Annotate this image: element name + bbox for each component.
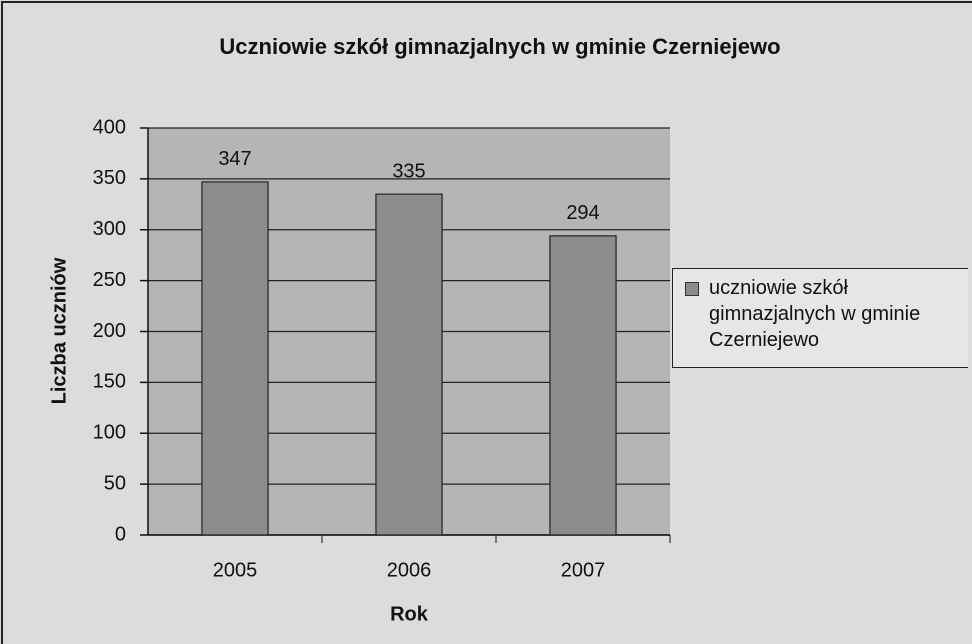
bar	[201, 181, 269, 536]
y-tick-label: 100	[93, 422, 126, 444]
y-tick-label: 300	[93, 218, 126, 240]
x-tick-label: 2006	[387, 559, 432, 581]
y-tick-label: 50	[104, 472, 126, 494]
bar	[549, 235, 617, 536]
x-tick-label: 2007	[561, 559, 606, 581]
bar	[375, 193, 443, 536]
x-axis-label: Rok	[390, 603, 429, 625]
data-label: 347	[218, 148, 251, 170]
legend: uczniowie szkół gimnazjalnych w gminie C…	[672, 268, 968, 368]
legend-swatch	[685, 282, 699, 296]
y-tick-label: 200	[93, 320, 126, 342]
data-label: 335	[392, 160, 425, 182]
data-label: 294	[566, 202, 599, 224]
x-tick-label: 2005	[213, 559, 258, 581]
y-tick-label: 250	[93, 269, 126, 291]
y-tick-label: 400	[93, 116, 126, 138]
y-axis-label: Liczba uczniów	[48, 257, 70, 404]
legend-label: uczniowie szkół gimnazjalnych w gminie C…	[709, 277, 921, 351]
y-tick-label: 350	[93, 167, 126, 189]
y-tick-label: 0	[115, 523, 126, 545]
y-tick-label: 150	[93, 371, 126, 393]
chart-title: Uczniowie szkół gimnazjalnych w gminie C…	[219, 34, 780, 59]
